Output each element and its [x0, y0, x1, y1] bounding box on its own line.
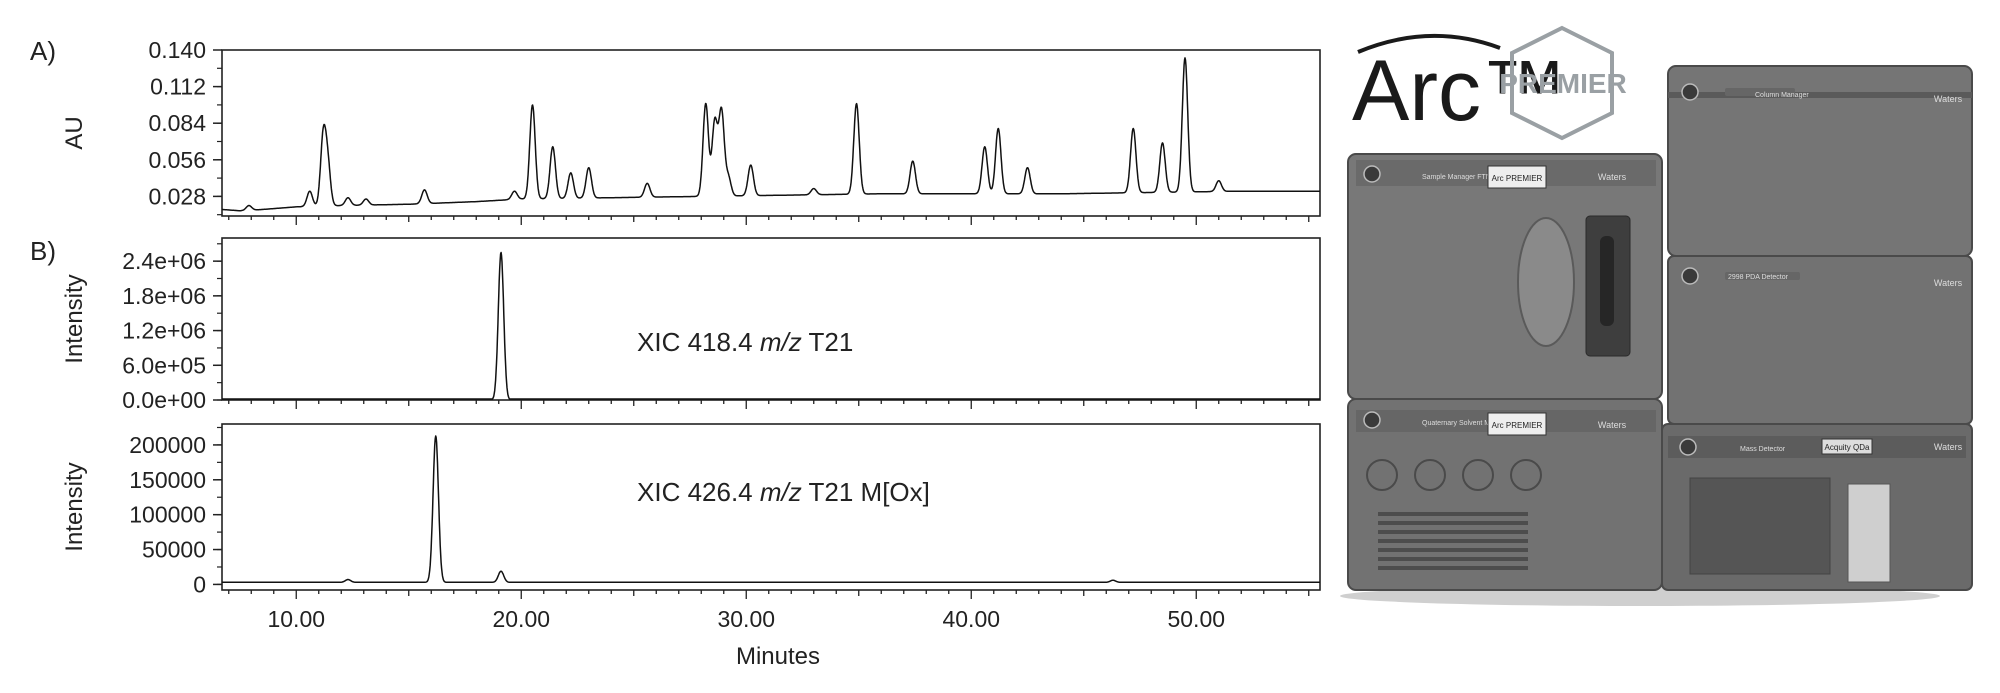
waters-badge: Waters [1598, 420, 1627, 430]
y-axis-title: Intensity [61, 462, 88, 551]
arc-badge-upper [1487, 165, 1547, 189]
chart-b-xic-426: Intensity 200000 150000 100000 50000 0 10.00 20… [61, 423, 1321, 632]
xic-418-prefix: XIC 418.4 [637, 327, 760, 357]
sample-door-window [1517, 217, 1575, 347]
chart-a-uv-trace: AU 0.140 0.112 0.084 0.056 0.028 [61, 37, 1321, 225]
instrument-stack: Column Manager Waters 2998 PDA Detector … [1340, 65, 1973, 606]
power-icon [1681, 267, 1699, 285]
y-tick-label: 200000 [129, 432, 206, 458]
vent-slot [1378, 521, 1528, 525]
xic-426-suffix: T21 M[Ox] [802, 477, 930, 507]
svg-text:Arc PREMIER: Arc PREMIER [1492, 174, 1543, 183]
y-tick-label: 100000 [129, 502, 206, 528]
y-axis-title: Intensity [61, 274, 88, 363]
xic-418-suffix: T21 [802, 327, 854, 357]
logo-edition: PREMIER [1499, 68, 1627, 99]
y-tick-label: 0.140 [148, 37, 206, 63]
y-axis-title: AU [61, 116, 88, 149]
arc-badge-lower [1487, 412, 1547, 436]
xic-426-annotation: XIC 426.4 m/z T21 M[Ox] [637, 477, 930, 507]
solvent-bottle-port [1366, 459, 1398, 491]
vent-slot [1378, 539, 1528, 543]
y-tick-label: 0.0e+00 [122, 387, 206, 413]
waters-badge: Waters [1934, 278, 1963, 288]
vent-slot [1378, 548, 1528, 552]
pda-detector-module [1667, 255, 1973, 425]
waters-badge: Waters [1598, 172, 1627, 182]
xic-426-prefix: XIC 426.4 [637, 477, 760, 507]
y-tick-label: 0.028 [148, 183, 206, 209]
waters-badge: Waters [1934, 442, 1963, 452]
panel-label-b: B) [30, 236, 56, 266]
arc-premier-logo: Arc™ PREMIER [1352, 25, 1627, 141]
x-axis-title: Minutes [736, 643, 820, 670]
x-tick-label: 40.00 [942, 606, 1000, 632]
solvent-bottle-port [1414, 459, 1446, 491]
y-tick-label: 0.056 [148, 147, 206, 173]
solvent-bottle-port [1510, 459, 1542, 491]
y-tick-label: 150000 [129, 467, 206, 493]
y-tick-label: 50000 [142, 537, 206, 563]
vent-slot [1378, 566, 1528, 570]
vent-slot [1378, 530, 1528, 534]
xic-418-unit: m/z [760, 327, 802, 357]
x-tick-label: 30.00 [717, 606, 775, 632]
solvent-vent-grille [1378, 512, 1528, 570]
plot-frame [221, 423, 1321, 591]
solvent-manager-label: Quaternary Solvent Manager - R [1422, 420, 1523, 427]
x-tick-label: 20.00 [492, 606, 550, 632]
sample-manager-label: Sample Manager FTN - R [1422, 174, 1502, 181]
x-tick-label: 10.00 [267, 606, 325, 632]
power-icon [1363, 411, 1381, 429]
power-icon [1681, 83, 1699, 101]
column-manager-label: Column Manager [1755, 92, 1809, 99]
power-icon [1679, 438, 1697, 456]
qda-vent-grille [1689, 477, 1831, 575]
plot-frame [221, 237, 1321, 401]
y-tick-label: 0.084 [148, 110, 206, 136]
chromatogram-trace [221, 57, 1321, 212]
svg-text:Arc PREMIER: Arc PREMIER [1492, 421, 1543, 430]
xic-426-unit: m/z [760, 477, 802, 507]
solvent-bottle-port [1462, 459, 1494, 491]
y-tick-label: 1.8e+06 [122, 283, 206, 309]
waters-badge: Waters [1934, 94, 1963, 104]
plot-frame [221, 49, 1321, 217]
y-tick-label: 0 [193, 571, 206, 597]
vent-slot [1378, 512, 1528, 516]
logo-swoosh [1357, 33, 1501, 54]
y-tick-label: 2.4e+06 [122, 248, 206, 274]
chromatogram-trace [221, 251, 1321, 400]
panel-label-a: A) [30, 36, 56, 66]
qda-side-panel [1847, 483, 1891, 583]
y-tick-label: 1.2e+06 [122, 318, 206, 344]
y-tick-label: 6.0e+05 [122, 352, 206, 378]
logo-hexagon [1510, 25, 1614, 141]
power-icon [1363, 165, 1381, 183]
xic-418-annotation: XIC 418.4 m/z T21 [637, 327, 853, 357]
mass-detector-label: Mass Detector [1740, 446, 1786, 453]
vent-slot [1378, 557, 1528, 561]
x-tick-label: 50.00 [1167, 606, 1225, 632]
pda-detector-label: 2998 PDA Detector [1728, 274, 1789, 281]
chart-b-xic-418: Intensity 2.4e+06 1.8e+06 1.2e+06 6.0e+05 0.0… [61, 237, 1321, 413]
acquity-qda-badge: Acquity QDa [1825, 443, 1870, 452]
chromatogram-trace [221, 435, 1321, 584]
y-tick-label: 0.112 [150, 74, 206, 100]
